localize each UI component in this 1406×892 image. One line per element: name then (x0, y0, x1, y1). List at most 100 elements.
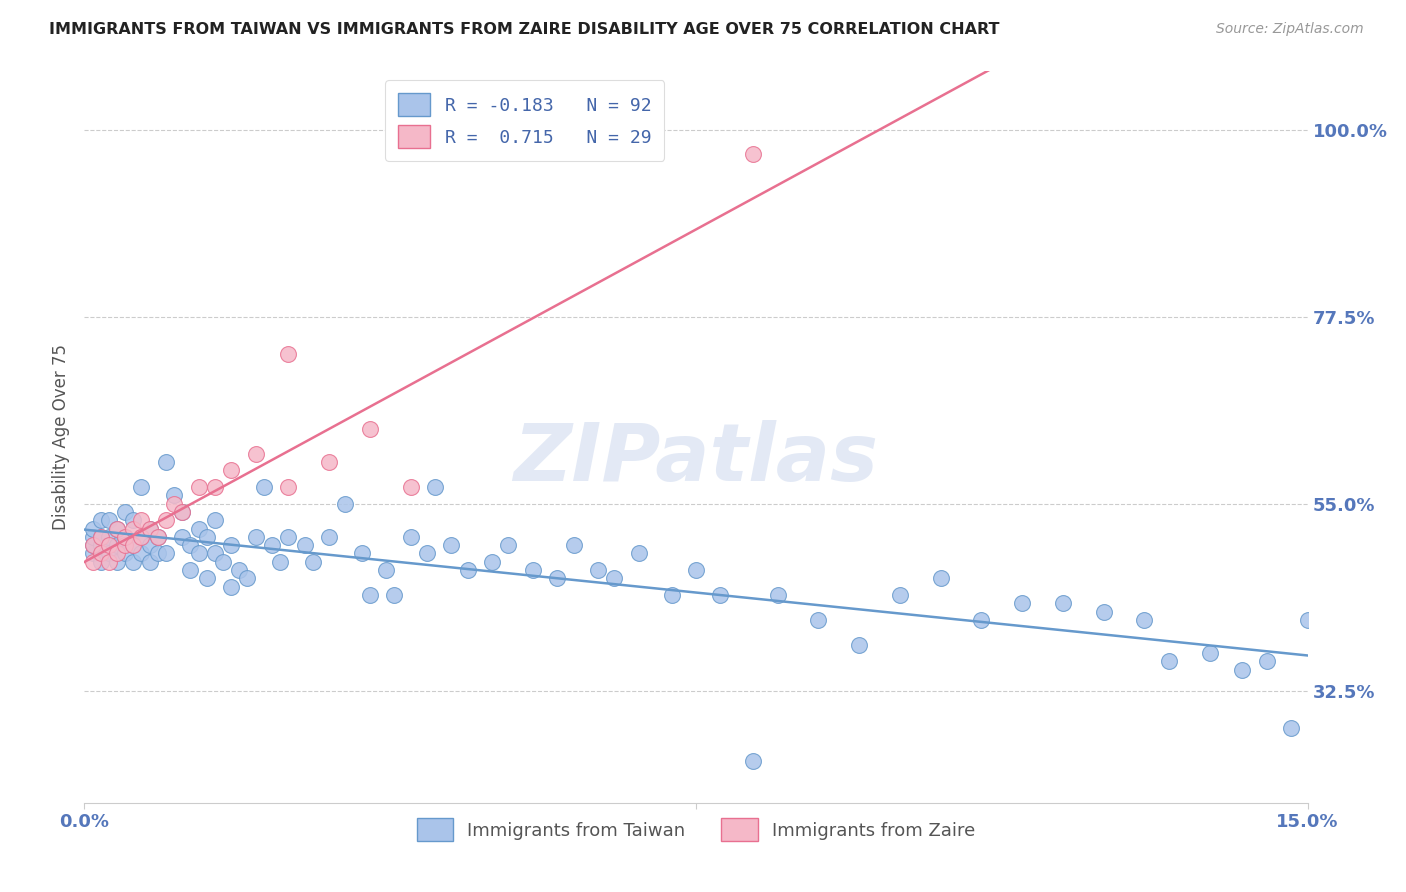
Point (138, 555, 160, 569)
Point (82, 555, 104, 569)
Point (90, 513, 112, 527)
Point (359, 422, 381, 436)
Point (97, 513, 120, 527)
Point (187, 480, 209, 494)
Point (399, 530, 422, 544)
Point (440, 538, 463, 552)
Point (277, 530, 299, 544)
Point (335, 497, 357, 511)
Point (163, 497, 186, 511)
Point (122, 513, 145, 527)
Point (1133, 613, 1156, 627)
Point (138, 538, 160, 552)
Point (1198, 646, 1220, 660)
Point (82, 530, 104, 544)
Point (131, 546, 153, 560)
Point (97, 546, 120, 560)
Point (457, 563, 479, 577)
Point (253, 480, 276, 494)
Point (90, 538, 112, 552)
Point (146, 530, 169, 544)
Point (603, 571, 626, 585)
Point (155, 513, 177, 527)
Point (1011, 596, 1033, 610)
Point (301, 555, 323, 569)
Point (187, 546, 209, 560)
Point (138, 521, 160, 535)
Point (742, 147, 765, 161)
Point (90, 530, 112, 544)
Point (146, 546, 169, 560)
Point (228, 563, 250, 577)
Point (277, 480, 299, 494)
Point (1157, 655, 1180, 669)
Point (522, 563, 544, 577)
Point (382, 588, 405, 602)
Point (1052, 596, 1074, 610)
Point (586, 563, 609, 577)
Point (138, 521, 160, 535)
Point (105, 546, 128, 560)
Point (105, 521, 128, 535)
Point (105, 521, 128, 535)
Point (131, 480, 153, 494)
Point (359, 588, 381, 602)
Point (1092, 605, 1115, 619)
Point (685, 563, 707, 577)
Point (236, 571, 259, 585)
Point (245, 447, 267, 461)
Point (105, 555, 128, 569)
Point (807, 613, 830, 627)
Point (82, 538, 104, 552)
Point (179, 538, 201, 552)
Point (1256, 655, 1278, 669)
Point (82, 538, 104, 552)
Point (546, 571, 568, 585)
Point (82, 521, 104, 535)
Point (481, 555, 503, 569)
Point (114, 505, 136, 519)
Point (97, 530, 120, 544)
Point (219, 580, 242, 594)
Point (90, 546, 112, 560)
Point (318, 530, 340, 544)
Point (929, 571, 952, 585)
Point (163, 488, 186, 502)
Y-axis label: Disability Age Over 75: Disability Age Over 75 (52, 344, 70, 530)
Point (212, 555, 235, 569)
Point (562, 538, 585, 552)
Legend: Immigrants from Taiwan, Immigrants from Zaire: Immigrants from Taiwan, Immigrants from … (409, 811, 983, 848)
Point (155, 455, 177, 469)
Point (260, 538, 283, 552)
Point (122, 538, 145, 552)
Point (375, 563, 398, 577)
Point (114, 538, 136, 552)
Point (416, 546, 439, 560)
Point (245, 530, 267, 544)
Point (742, 754, 765, 768)
Point (114, 530, 136, 544)
Point (114, 530, 136, 544)
Text: ZIPatlas: ZIPatlas (513, 420, 879, 498)
Point (105, 538, 128, 552)
Point (179, 563, 201, 577)
Point (661, 588, 683, 602)
Point (399, 480, 422, 494)
Point (204, 480, 226, 494)
Point (498, 538, 520, 552)
Point (970, 613, 993, 627)
Point (219, 538, 242, 552)
Point (97, 555, 120, 569)
Point (131, 530, 153, 544)
Point (155, 546, 177, 560)
Text: Source: ZipAtlas.com: Source: ZipAtlas.com (1216, 22, 1364, 37)
Point (97, 538, 120, 552)
Point (294, 538, 316, 552)
Point (277, 347, 299, 361)
Point (766, 588, 789, 602)
Point (90, 530, 112, 544)
Point (848, 638, 870, 652)
Point (627, 546, 650, 560)
Point (1232, 663, 1254, 677)
Point (195, 530, 218, 544)
